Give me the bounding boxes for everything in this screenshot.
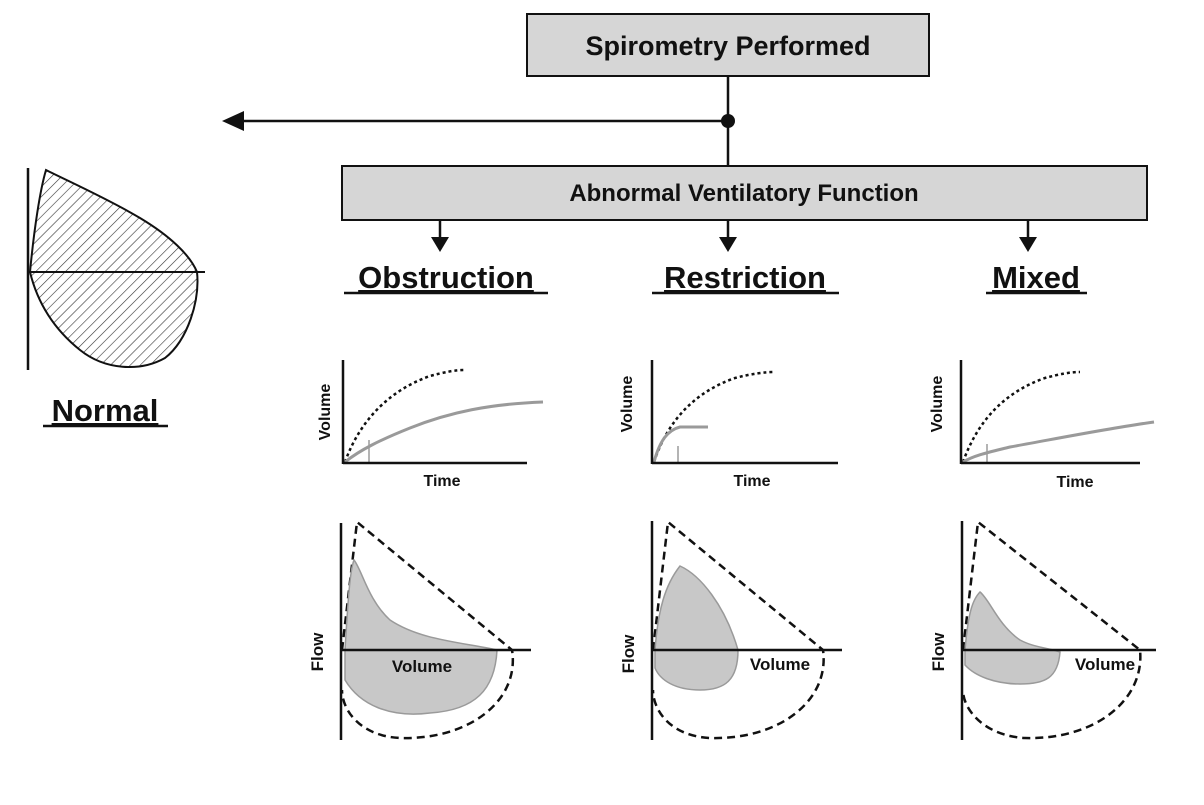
arrow-down-icon	[431, 237, 449, 252]
normal-loop-outline	[651, 519, 825, 740]
obstruction-loop-volume-label: Volume	[392, 657, 452, 676]
mixed-volume-label: Volume	[929, 376, 946, 433]
obstruction-time-label: Time	[423, 473, 460, 490]
mixed-flow-label: Flow	[929, 632, 948, 671]
restricted-volume-curve	[652, 425, 708, 463]
arrow-down-icon	[719, 237, 737, 252]
spirometry-performed-label: Spirometry Performed	[585, 31, 870, 61]
mixed-spirogram: Time Volume	[929, 360, 1155, 491]
heading-mixed: Mixed	[992, 260, 1080, 295]
normal-volume-curve	[961, 370, 1081, 463]
connectors	[222, 76, 735, 166]
mixed-loop-volume-label: Volume	[1075, 655, 1135, 674]
down-arrows	[431, 220, 1037, 252]
restriction-flow-label: Flow	[619, 634, 638, 673]
arrow-left-icon	[222, 111, 244, 131]
normal-label: Normal	[52, 393, 159, 428]
mixed-volume-curve	[962, 420, 1155, 464]
restriction-volume-label: Volume	[619, 376, 636, 433]
normal-loop-outline	[961, 519, 1142, 740]
restriction-loop-volume-label: Volume	[750, 655, 810, 674]
heading-restriction: Restriction	[664, 260, 826, 295]
normal-volume-curve	[343, 368, 466, 463]
normal-loop-outline	[340, 519, 515, 740]
heading-obstruction: Obstruction	[358, 260, 534, 295]
obstruction-flow-label: Flow	[308, 632, 327, 671]
restriction-time-label: Time	[733, 473, 770, 490]
arrow-down-icon	[1019, 237, 1037, 252]
abnormal-function-box: Abnormal Ventilatory Function	[341, 165, 1148, 221]
normal-loop: Normal	[26, 168, 205, 428]
restriction-loop: Volume Flow	[619, 519, 842, 740]
obstruction-spirogram: Time Volume	[317, 360, 544, 490]
mixed-time-label: Time	[1056, 474, 1093, 491]
restriction-spirogram: Time Volume	[619, 360, 838, 490]
mixed-loop-shape	[964, 590, 1061, 685]
obstructed-volume-curve	[344, 400, 544, 464]
spirometry-performed-box: Spirometry Performed	[526, 13, 930, 77]
restricted-loop-shape	[654, 565, 739, 691]
obstruction-loop: Volume Flow	[308, 519, 531, 740]
mixed-loop: Volume Flow	[929, 519, 1156, 740]
abnormal-function-label: Abnormal Ventilatory Function	[569, 180, 918, 207]
obstructed-loop-shape	[344, 558, 498, 715]
normal-volume-curve	[652, 370, 776, 463]
obstruction-volume-label: Volume	[317, 384, 334, 441]
